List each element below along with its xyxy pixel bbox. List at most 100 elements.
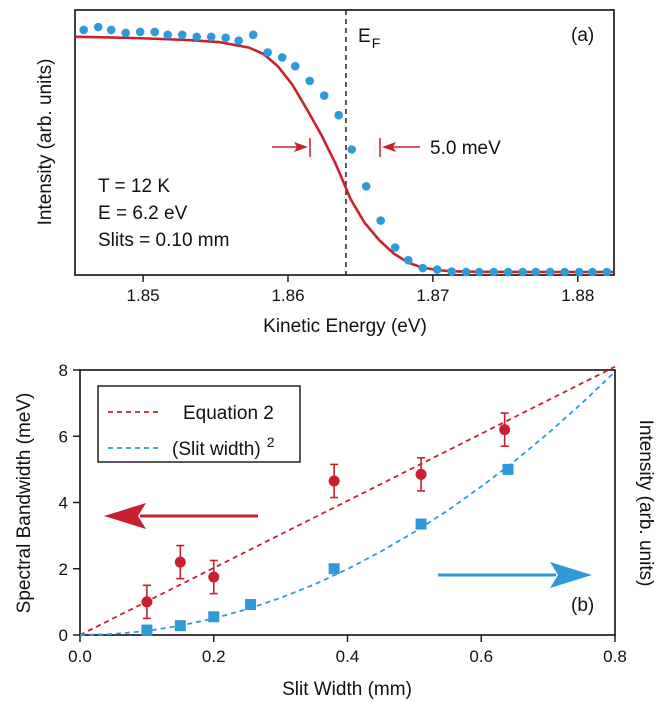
bandwidth-data-point [415, 468, 427, 480]
panel-a-data-points [79, 22, 612, 277]
equation-2-line [79, 365, 616, 636]
bandwidth-data-point [499, 424, 511, 436]
panel-a-data-point [432, 265, 442, 274]
panel-a-data-point [489, 267, 499, 277]
left-width-arrow-head [294, 142, 308, 152]
intensity-data-points [141, 463, 514, 636]
panel-a-data-point [545, 267, 555, 277]
panel-a-data-point [263, 48, 273, 57]
legend-slit-width-label: (Slit width) 2 [172, 434, 275, 460]
bandwidth-data-point [141, 596, 153, 608]
panel-a-data-point [248, 30, 258, 40]
panel-b-y-tick-label: 6 [59, 427, 68, 446]
right-width-arrow-head [382, 142, 396, 152]
right-arrow-head [550, 562, 592, 588]
intensity-data-point [208, 611, 220, 623]
panel-a-data-point [177, 30, 187, 40]
width-label: 5.0 meV [430, 138, 501, 159]
panel-b-x-tick-label: 0.6 [469, 647, 493, 666]
panel-a-data-point [518, 267, 527, 277]
panel-a-data-point [602, 267, 612, 277]
intensity-data-point [502, 463, 514, 475]
intensity-data-point [328, 563, 340, 575]
left-axis-arrow [104, 503, 258, 529]
panel-a-data-point [588, 267, 597, 277]
panel-a-data-point [192, 32, 201, 42]
panel-a-x-tick-label: 1.86 [271, 286, 304, 305]
bandwidth-data-point [328, 475, 340, 487]
panel-a-data-point [277, 53, 287, 62]
intensity-data-point [141, 624, 153, 636]
panel-a-x-ticks: 1.85 1.86 1.87 1.88 [127, 275, 594, 305]
panel-b-y-tick-label: 8 [59, 361, 68, 380]
panel-b-right-axis-label: Intensity (arb. units) [635, 420, 656, 587]
panel-a-data-point [150, 27, 159, 37]
param-temperature: T = 12 K [98, 176, 170, 197]
panel-a-frame [74, 9, 615, 276]
panel-a-data-point [447, 267, 457, 276]
panel-b-x-axis-label: Slit Width (mm) [282, 679, 412, 700]
panel-a-data-point [418, 263, 428, 273]
panel-a-data-point [106, 25, 116, 35]
panel-a-data-point [376, 216, 386, 225]
panel-a-data-point [404, 255, 413, 265]
fermi-label-sub: F [372, 35, 381, 51]
panel-a-y-axis-label: Intensity (arb. units) [35, 59, 56, 226]
panel-a-data-point [290, 61, 300, 71]
panel-a-data-point [474, 267, 484, 277]
panel-a-data-point [390, 243, 400, 252]
intensity-data-point [174, 620, 186, 632]
panel-a-data-point [305, 76, 315, 86]
panel-a: 1.85 1.86 1.87 1.88 EF (a) 5.0 meV T = 12 K… [35, 9, 615, 337]
panel-a-data-point [135, 27, 145, 37]
panel-a-x-tick-label: 1.85 [127, 286, 160, 305]
panel-a-data-point [121, 28, 130, 38]
intensity-data-point [245, 599, 257, 611]
panel-a-data-point [234, 36, 243, 45]
panel-b-y-tick-label: 4 [59, 494, 68, 513]
right-axis-arrow [438, 562, 592, 588]
panel-b-label: (b) [571, 595, 594, 616]
panel-b-y-tick-label: 2 [59, 560, 68, 579]
param-slits: Slits = 0.10 mm [98, 230, 229, 251]
panel-a-data-point [347, 145, 357, 154]
panel-a-data-point [461, 267, 471, 277]
panel-a-data-point [93, 22, 103, 32]
left-arrow-head [104, 503, 146, 529]
panel-b-x-tick-label: 0.0 [68, 647, 92, 666]
panel-b-y-ticks: 0 2 4 6 8 [59, 361, 80, 645]
panel-a-data-point [531, 267, 541, 277]
fermi-label-main: E [358, 26, 371, 47]
panel-b-y-axis-label: Spectral Bandwidth (meV) [14, 393, 35, 614]
panel-a-data-point [319, 91, 329, 100]
panel-a-data-point [334, 110, 344, 120]
param-energy: E = 6.2 eV [98, 203, 188, 224]
panel-a-data-point [574, 267, 584, 277]
panel-a-data-point [79, 25, 88, 35]
legend-equation-2-label: Equation 2 [183, 403, 274, 424]
panel-b-x-tick-label: 0.8 [603, 647, 627, 666]
panel-a-x-tick-label: 1.88 [561, 286, 594, 305]
panel-a-data-point [560, 267, 569, 277]
legend-box [97, 385, 301, 463]
bandwidth-data-point [174, 556, 186, 568]
panel-b-x-tick-label: 0.4 [336, 647, 360, 666]
intensity-data-point [415, 518, 427, 530]
width-arrows [272, 138, 420, 157]
panel-a-x-axis-label: Kinetic Energy (eV) [263, 316, 427, 337]
panel-b-y-tick-label: 0 [59, 626, 68, 645]
panel-b-x-tick-label: 0.2 [202, 647, 226, 666]
fermi-level-label: EF [358, 26, 380, 51]
bandwidth-data-points [141, 412, 511, 620]
panel-b: 0.0 0.2 0.4 0.6 0.8 0 2 4 6 8 Equation 2 (Slit w… [14, 361, 656, 700]
legend-exponent: 2 [267, 434, 275, 450]
panel-b-x-ticks: 0.0 0.2 0.4 0.6 0.8 [68, 635, 627, 666]
panel-a-data-point [503, 267, 513, 277]
bandwidth-data-point [208, 571, 220, 583]
panel-a-x-tick-label: 1.87 [416, 286, 449, 305]
panel-a-data-point [163, 30, 172, 40]
panel-a-label: (a) [571, 25, 594, 46]
panel-a-data-point [361, 182, 371, 191]
legend-slit-width-text: (Slit width) [172, 439, 261, 460]
